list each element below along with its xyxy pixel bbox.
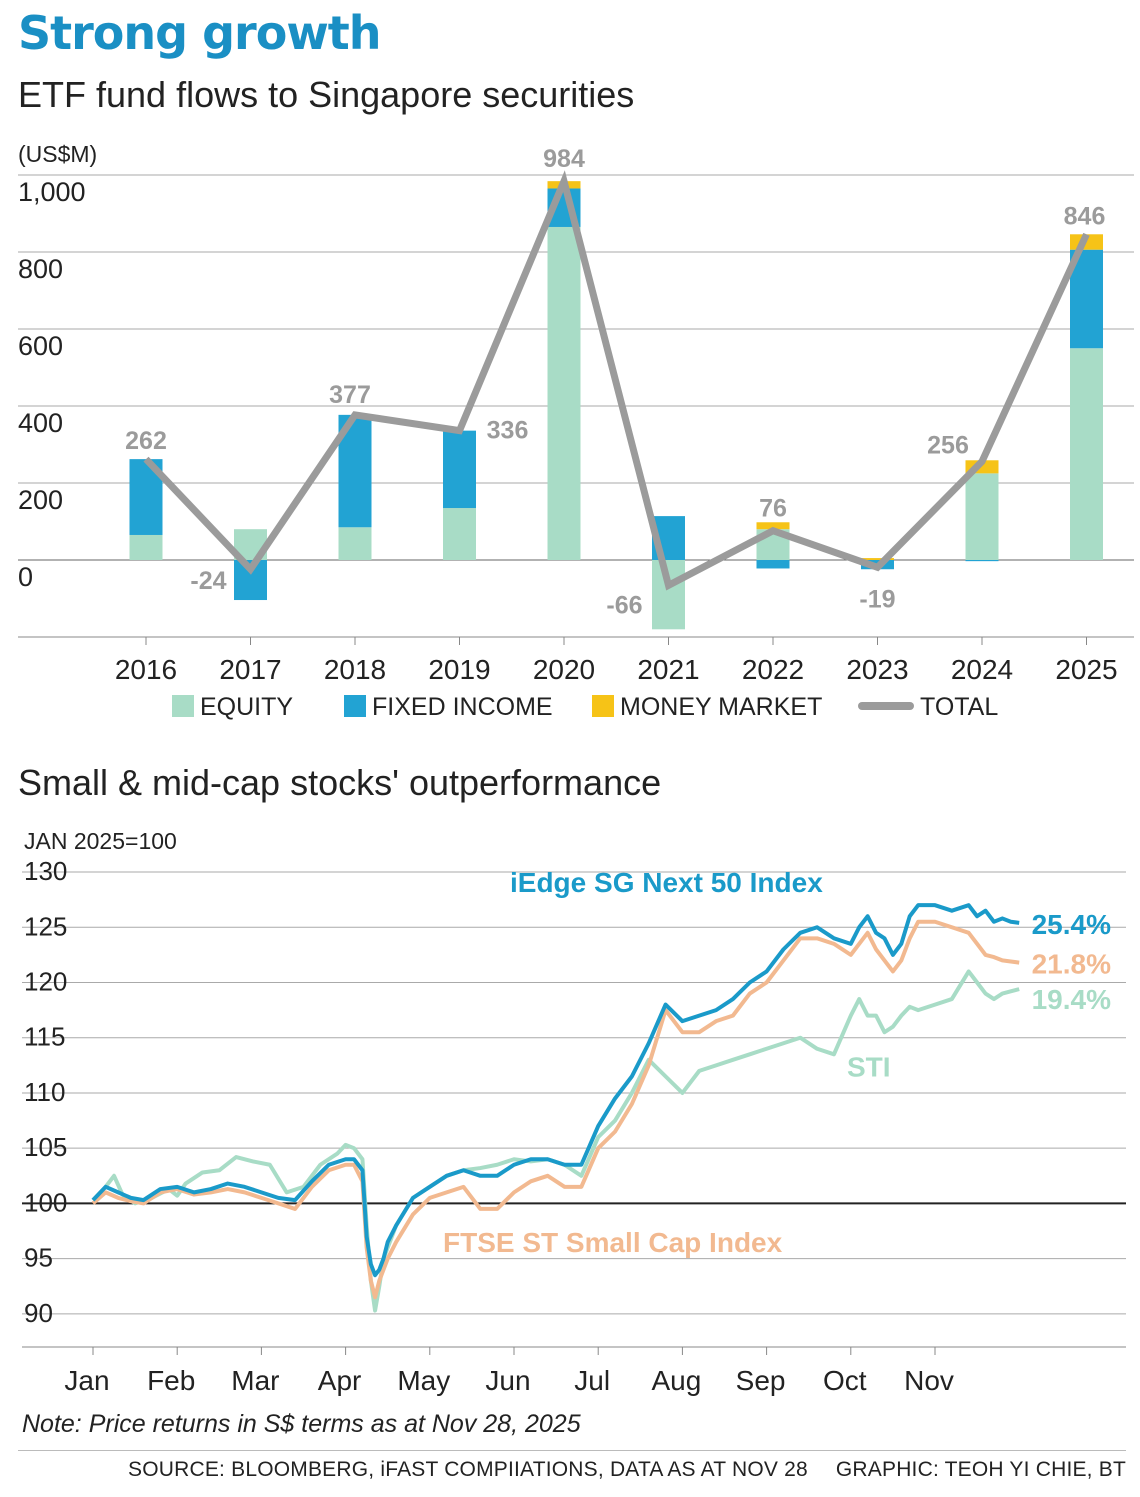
graphic-credit: GRAPHIC: TEOH YI CHIE, BT [835,1458,1126,1481]
y-tick-label: 800 [18,254,63,284]
x-tick-label: Sep [736,1365,786,1396]
legend-label: FIXED INCOME [372,693,553,721]
legend-swatch-fixed_income [344,695,366,717]
x-tick-label: 2022 [742,654,804,685]
x-tick-label: Aug [651,1365,701,1396]
etf-legend: EQUITY FIXED INCOME MONEY MARKET TOTAL [172,693,998,721]
bar-equity [338,527,372,560]
x-tick-label: 2021 [637,654,699,685]
y-axis-label: JAN 2025=100 [24,828,177,854]
y-tick-label: 400 [18,408,63,438]
perf-grid: JAN 2025=100 90 95 100 105 110 115 120 125 130 Jan… [22,828,1126,1396]
etf-labels: 262 -24 377 336 984 -66 76 -19 256 846 [125,145,1105,619]
x-tick-label: 2025 [1055,654,1117,685]
etf-bars [129,181,1103,630]
bar-money_market [756,522,790,530]
y-tick-label: 90 [24,1298,53,1328]
y-tick-label: 105 [24,1132,67,1162]
y-unit-label: (US$M) [18,141,97,167]
x-tick-label: Feb [147,1365,195,1396]
perf-labels: iEdge SG Next 50 Index FTSE ST Small Cap … [443,867,1111,1258]
footnote: Note: Price returns in S$ terms as at No… [22,1410,581,1438]
total-data-label: -19 [859,585,895,613]
x-tick-label: May [397,1365,450,1396]
total-data-label: -24 [190,567,226,595]
total-data-label: 262 [125,427,167,455]
x-tick-label: 2018 [324,654,386,685]
legend-label: TOTAL [920,693,998,721]
y-tick-label: 110 [24,1077,65,1107]
bar-equity [965,473,999,560]
etf-flows-chart: (US$M) 0 200 400 600 800 1,000 2016 2017 2018 2019… [18,141,1134,721]
chart1-subtitle: ETF fund flows to Singapore securities [18,74,635,115]
perf-lines [91,903,1020,1313]
x-tick-label: 2020 [533,654,595,685]
x-tick-label: Apr [318,1365,362,1396]
x-tick-label: Jan [64,1365,109,1396]
x-tick-label: Oct [823,1365,867,1396]
x-tick-label: 2019 [428,654,490,685]
y-tick-label: 130 [24,856,67,886]
bar-money_market [861,558,894,560]
y-tick-label: 200 [18,485,63,515]
total-line [143,170,1090,591]
y-tick-label: 95 [24,1243,53,1273]
bar-fixed_income [756,560,790,569]
bar-equity [1070,348,1103,560]
series-label-iedge: iEdge SG Next 50 Index [510,867,823,898]
legend-swatch-equity [172,695,194,717]
x-tick-label: 2017 [219,654,281,685]
total-data-label: 336 [487,417,529,445]
bar-equity [443,508,476,560]
page-title: Strong growth [18,6,382,60]
series-line-iedge [91,903,1020,1278]
y-tick-label: 100 [24,1187,67,1217]
end-label-ftse: 21.8% [1032,949,1111,980]
x-tick-label: Nov [904,1365,954,1396]
bar-fixed_income [443,430,476,509]
series-label-sti: STI [847,1051,891,1082]
chart2-subtitle: Small & mid-cap stocks' outperformance [18,762,662,803]
end-label-sti: 19.4% [1032,984,1111,1015]
bar-fixed_income [965,560,999,562]
bar-equity [547,226,581,560]
x-tick-label: 2023 [846,654,908,685]
x-tick-label: Jul [574,1365,610,1396]
total-data-label: 846 [1064,202,1106,230]
end-label-iedge: 25.4% [1032,909,1111,940]
x-tick-label: Mar [231,1365,279,1396]
legend-swatch-money_market [592,695,614,717]
source-text: SOURCE: BLOOMBERG, iFAST COMPIIATIONS, D… [128,1458,808,1481]
source-line: SOURCE: BLOOMBERG, iFAST COMPIIATIONS, D… [128,1458,1126,1482]
etf-grid: (US$M) 0 200 400 600 800 1,000 2016 2017 2018 2019… [18,141,1134,685]
y-tick-label: 0 [18,562,33,592]
x-tick-label: 2024 [951,654,1013,685]
bar-equity [652,560,685,630]
total-data-label: 377 [329,381,371,409]
footer-divider [18,1450,1126,1451]
x-tick-label: 2016 [115,654,177,685]
legend-label: EQUITY [200,693,293,721]
x-tick-label: Jun [485,1365,530,1396]
series-label-ftse: FTSE ST Small Cap Index [443,1227,783,1258]
etf-total-line-group [143,170,1090,591]
y-tick-label: 600 [18,331,63,361]
total-data-label: 984 [543,145,585,173]
total-data-label: 76 [759,495,787,523]
y-tick-label: 1,000 [18,177,86,207]
y-tick-label: 120 [24,967,67,997]
total-data-label: 256 [927,431,969,459]
index-performance-chart: JAN 2025=100 90 95 100 105 110 115 120 125 130 Jan… [22,828,1126,1396]
legend-label: MONEY MARKET [620,693,822,721]
series-line-sti [91,969,1020,1313]
bar-equity [129,534,163,560]
total-data-label: -66 [606,591,642,619]
y-tick-label: 125 [24,911,67,941]
series-line-ftse [91,919,1020,1300]
y-tick-label: 115 [24,1022,65,1052]
